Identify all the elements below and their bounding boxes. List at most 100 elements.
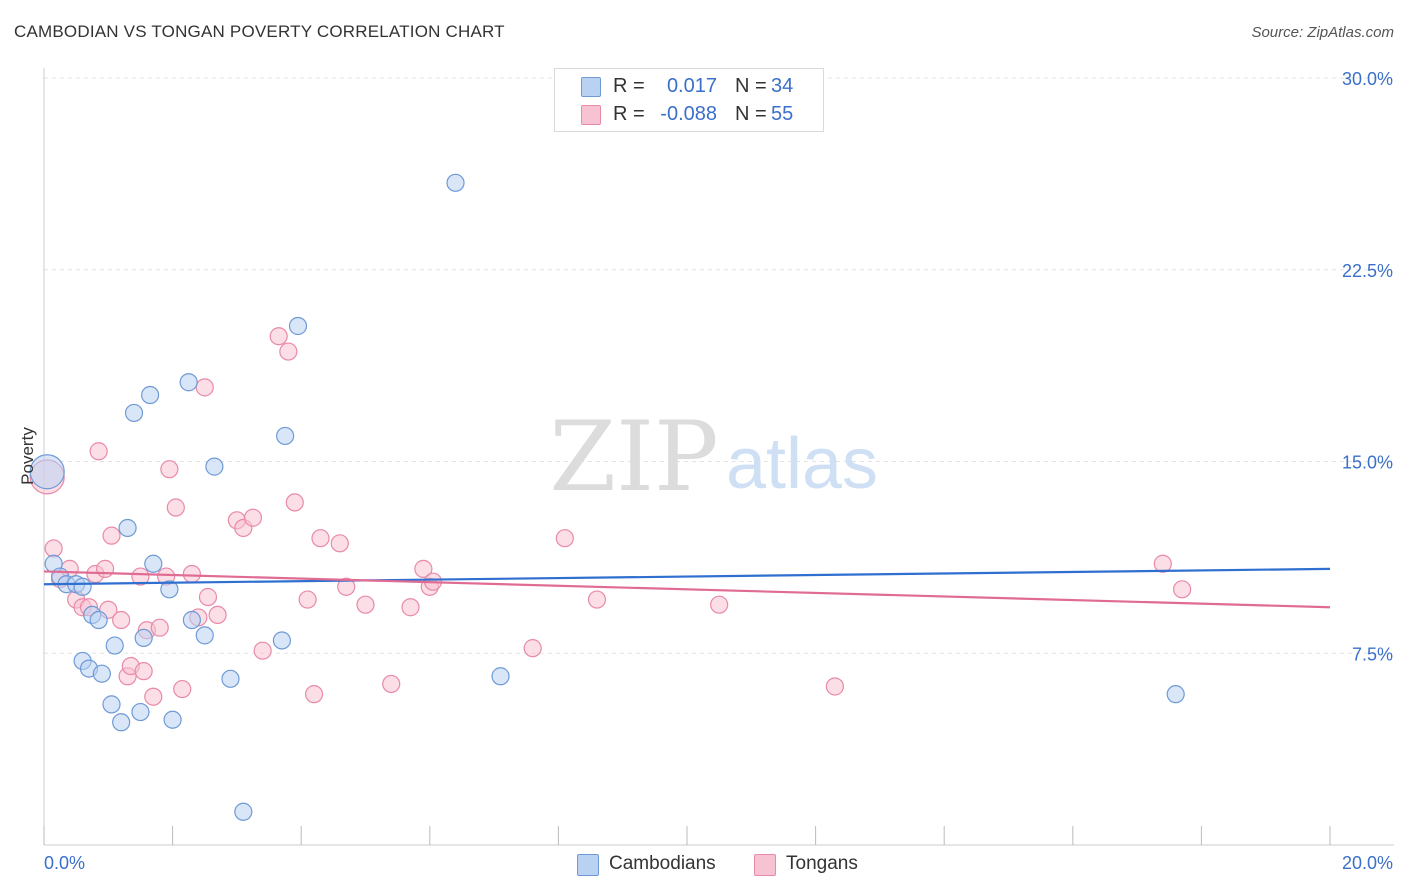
- cambodians-point: [131, 702, 150, 722]
- tongans-point: [825, 677, 844, 696]
- points-layer: [29, 173, 1192, 821]
- cambodians-point: [276, 426, 295, 446]
- cambodians-point: [102, 695, 121, 714]
- cambodians-point: [112, 713, 131, 732]
- cambodians-point: [73, 577, 92, 596]
- y-axis-label: Poverty: [18, 427, 37, 485]
- legend-n-label: N =: [735, 75, 767, 97]
- legend-n-value: 55: [771, 103, 794, 125]
- legend-label-cambodians: Cambodians: [609, 853, 716, 874]
- cambodians-point: [163, 710, 182, 729]
- cambodians-point: [29, 454, 65, 490]
- tongans-point: [298, 590, 317, 609]
- tongans-point: [382, 674, 401, 694]
- x-tick-label: 0.0%: [44, 853, 85, 873]
- tongans-point: [102, 526, 121, 545]
- source-label: Source: ZipAtlas.com: [1251, 24, 1394, 41]
- cambodians-point: [446, 173, 465, 192]
- x-tick-label: 20.0%: [1342, 853, 1393, 873]
- tongans-point: [253, 641, 272, 660]
- tongans-point: [1173, 580, 1192, 599]
- watermark: ZIP atlas: [549, 401, 878, 513]
- tongans-point: [401, 598, 420, 617]
- cambodians-legend-swatch: [577, 854, 599, 876]
- watermark-atlas: atlas: [726, 424, 878, 504]
- cambodians-point: [179, 373, 198, 392]
- tongans-point: [311, 529, 330, 548]
- cambodians-point: [92, 664, 111, 683]
- tongans-point: [555, 529, 574, 548]
- tongans-point: [285, 493, 304, 512]
- cambodians-point: [195, 626, 214, 645]
- tongans-point: [131, 567, 150, 586]
- cambodians-point: [124, 403, 144, 423]
- cambodians-point: [182, 610, 201, 630]
- tongans-point: [198, 587, 218, 607]
- cambodians-point: [89, 610, 108, 630]
- correlation-legend: R = 0.017 N = 34 R = -0.088 N = 55: [554, 68, 824, 132]
- cambodians-point: [134, 628, 153, 648]
- cambodians-point: [234, 802, 253, 821]
- tongans-swatch: [581, 105, 601, 125]
- legend-n-label: N =: [735, 103, 767, 125]
- tongans-point: [195, 378, 214, 397]
- cambodians-point: [105, 636, 124, 655]
- legend-row-cambodians: R = 0.017 N = 34: [555, 73, 823, 101]
- tongans-point: [243, 508, 263, 527]
- tongans-point: [523, 639, 542, 658]
- watermark-zip: ZIP: [549, 401, 718, 513]
- tongans-point: [1153, 554, 1172, 573]
- cambodians-point: [221, 669, 240, 688]
- tongans-point: [112, 610, 131, 630]
- legend-r-label: R =: [613, 103, 645, 125]
- tongans-point: [166, 498, 185, 517]
- tongans-point: [710, 595, 729, 614]
- y-tick-label: 7.5%: [1352, 644, 1393, 664]
- cambodians-point: [160, 580, 179, 599]
- cambodians-trend-line: [43, 567, 1331, 586]
- chart-title: CAMBODIAN VS TONGAN POVERTY CORRELATION …: [14, 22, 505, 41]
- tongans-legend-swatch: [754, 854, 776, 876]
- tongans-point: [304, 685, 324, 704]
- cambodians-point: [491, 667, 510, 686]
- legend-r-value: -0.088: [660, 103, 717, 125]
- tongans-point: [208, 605, 227, 625]
- cambodians-point: [140, 385, 160, 405]
- y-tick-label: 30.0%: [1342, 69, 1393, 89]
- trend-layer: [43, 567, 1331, 609]
- tongans-point: [182, 564, 201, 584]
- tongans-point: [330, 534, 349, 553]
- tongans-point: [160, 460, 179, 479]
- tongans-point: [89, 442, 108, 461]
- cambodians-point: [144, 554, 163, 573]
- cambodians-point: [205, 457, 224, 476]
- cambodians-point: [1166, 685, 1185, 704]
- legend-r-label: R =: [613, 75, 645, 97]
- tongans-point: [134, 662, 153, 681]
- legend-row-tongans: R = -0.088 N = 55: [555, 101, 823, 129]
- grid-layer: [44, 77, 1394, 654]
- tongans-point: [95, 559, 115, 578]
- legend-n-value: 34: [771, 75, 794, 97]
- tongans-point: [337, 577, 356, 596]
- legend-label-tongans: Tongans: [786, 853, 858, 874]
- tongans-point: [279, 342, 298, 361]
- y-tick-label: 15.0%: [1342, 453, 1393, 473]
- tongans-point: [150, 618, 169, 637]
- cambodians-point: [272, 631, 292, 650]
- cambodians-point: [288, 316, 308, 336]
- tongans-trend-line: [43, 570, 1331, 609]
- series-legend: Cambodians Tongans: [0, 852, 1406, 878]
- cambodians-swatch: [581, 77, 601, 97]
- tongans-point: [44, 539, 63, 558]
- tongans-point: [414, 559, 433, 578]
- tongans-point: [173, 679, 192, 699]
- axes-layer: [43, 68, 1394, 846]
- cambodians-point: [118, 518, 137, 538]
- tongans-point: [356, 595, 375, 614]
- tongans-point: [269, 327, 288, 346]
- legend-r-value: 0.017: [666, 75, 717, 97]
- y-tick-label: 22.5%: [1342, 261, 1393, 281]
- tongans-point: [587, 590, 607, 609]
